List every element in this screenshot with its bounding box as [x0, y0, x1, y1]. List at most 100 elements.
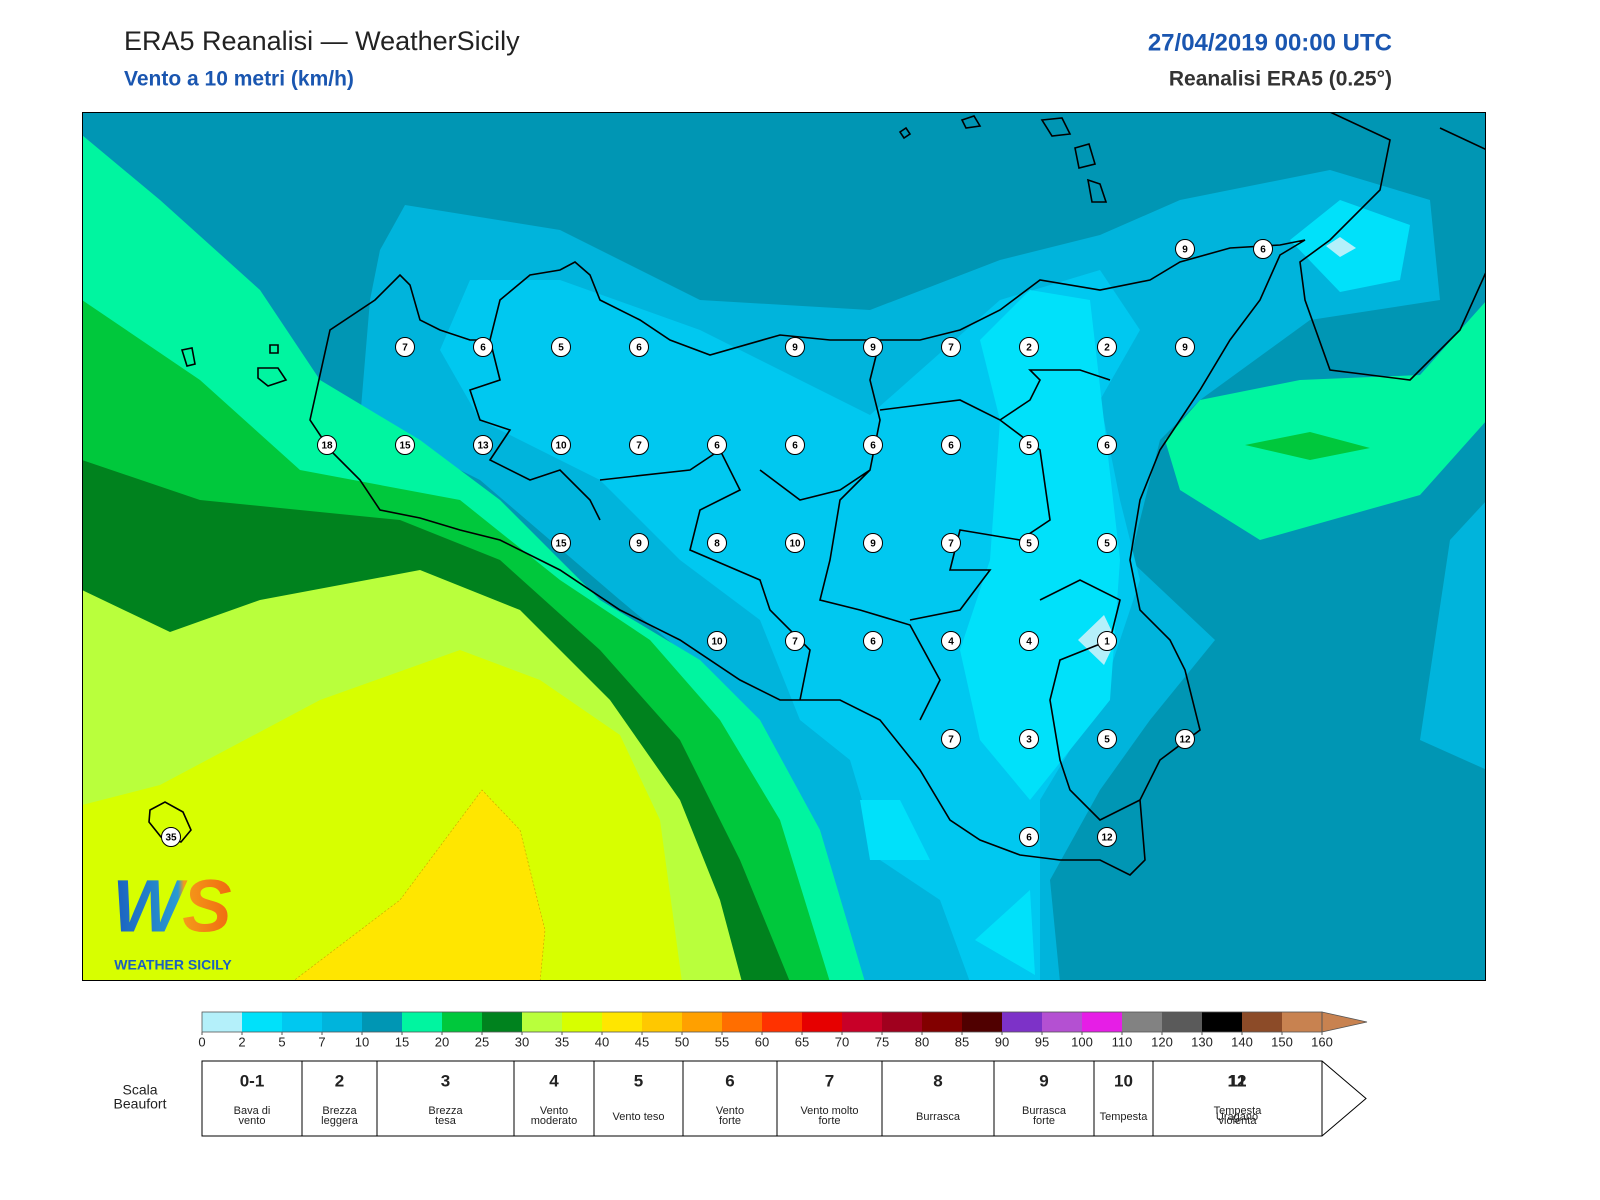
wind-marker: [707, 631, 727, 651]
wind-value: 5: [1104, 735, 1110, 746]
island: [148, 115, 1108, 843]
colorbar-label: 60: [755, 1034, 769, 1049]
colorbar-label: 120: [1151, 1034, 1173, 1049]
beaufort-description: tesa: [435, 1115, 457, 1127]
beaufort-description: Brezza: [428, 1105, 463, 1117]
wind-value: 12: [1101, 833, 1113, 844]
colorbar-bin: [882, 1012, 922, 1032]
beaufort-description: Burrasca: [916, 1111, 961, 1123]
beaufort-description: violenta: [1219, 1115, 1258, 1127]
colorbar-label: 95: [1035, 1034, 1049, 1049]
wind-value: 9: [636, 539, 642, 550]
colorbar-bin: [202, 1012, 242, 1032]
wind-value: 6: [870, 441, 876, 452]
wind-value: 13: [477, 441, 489, 452]
wind-marker: [1175, 729, 1195, 749]
wind-value: 6: [1026, 833, 1032, 844]
wind-value: 7: [948, 735, 954, 746]
field: [1078, 615, 1116, 665]
colorbar-label: 2: [238, 1034, 245, 1049]
colorbar-bin: [1242, 1012, 1282, 1032]
wind-value: 3: [1026, 735, 1032, 746]
field: [975, 890, 1035, 975]
beaufort-description: Tempesta: [1100, 1111, 1149, 1123]
beaufort-description: Uragano: [1216, 1111, 1258, 1123]
beaufort-description: Vento teso: [613, 1111, 665, 1123]
wind-value: 8: [714, 539, 720, 550]
wind-marker: [785, 533, 805, 553]
colorbar-label: 160: [1311, 1034, 1333, 1049]
wind-marker: [629, 435, 649, 455]
wind-value: 10: [555, 441, 567, 452]
logo-mark: WS: [112, 865, 231, 948]
beaufort-description: forte: [1033, 1115, 1055, 1127]
wind-marker: [941, 533, 961, 553]
beaufort-description: Tempesta: [1214, 1105, 1263, 1117]
wind-marker: [941, 729, 961, 749]
beaufort-description: forte: [719, 1115, 741, 1127]
field: [1420, 501, 1486, 770]
wind-marker: [863, 533, 883, 553]
colorbar-label: 0: [198, 1034, 205, 1049]
wind-value: 5: [1026, 539, 1032, 550]
field: [1326, 237, 1356, 257]
wind-marker: [1097, 729, 1117, 749]
wind-marker: [863, 631, 883, 651]
colorbar-bin: [242, 1012, 282, 1032]
beaufort-description: leggera: [321, 1115, 359, 1127]
colorbar-label: 80: [915, 1034, 929, 1049]
beaufort-description: forte: [818, 1115, 840, 1127]
wind-marker: [863, 337, 883, 357]
wind-value: 6: [1260, 245, 1266, 256]
wind-marker: [1019, 337, 1039, 357]
colorbar-label: 15: [395, 1034, 409, 1049]
colorbar-label: 25: [475, 1034, 489, 1049]
wind-value: 6: [1104, 441, 1110, 452]
colorbar-bin: [522, 1012, 562, 1032]
wind-marker: [473, 337, 493, 357]
colorbar-bin: [1002, 1012, 1042, 1032]
colorbar-bin: [602, 1012, 642, 1032]
colorbar-bin: [722, 1012, 762, 1032]
beaufort-description: vento: [239, 1115, 266, 1127]
subtitle: Vento a 10 metri (km/h): [124, 68, 354, 91]
wind-value: 6: [636, 343, 642, 354]
wind-marker: [863, 435, 883, 455]
beaufort-force: 0-1: [240, 1071, 265, 1090]
wind-value: 1: [1104, 637, 1110, 648]
wind-marker: [941, 435, 961, 455]
wind-marker: [395, 435, 415, 455]
beaufort-description: Vento: [540, 1105, 568, 1117]
colorbar-bin: [1042, 1012, 1082, 1032]
coastline: [309, 239, 1306, 876]
beaufort-force: 8: [933, 1071, 942, 1090]
wind-value: 9: [792, 343, 798, 354]
map: [82, 112, 1486, 981]
colorbar-bin: [802, 1012, 842, 1032]
field: [1165, 301, 1486, 540]
colorbar-label: 110: [1112, 1034, 1133, 1049]
colorbar-bin: [442, 1012, 482, 1032]
wind-value: 9: [870, 539, 876, 550]
colorbar-bin: [1082, 1012, 1122, 1032]
wind-marker: [1097, 337, 1117, 357]
wind-marker: [473, 435, 493, 455]
colorbar-label: 100: [1071, 1034, 1093, 1049]
wind-value: 35: [165, 833, 177, 844]
colorbar-label: 50: [675, 1034, 689, 1049]
wind-marker: [707, 435, 727, 455]
wind-value: 6: [948, 441, 954, 452]
colorbar-bin: [922, 1012, 962, 1032]
beaufort-description: Brezza: [322, 1105, 357, 1117]
border: [468, 339, 1141, 821]
wind-value: 9: [870, 343, 876, 354]
wind-marker: [707, 533, 727, 553]
beaufort-force: 6: [725, 1071, 734, 1090]
colorbar-label: 30: [515, 1034, 529, 1049]
colorbar-bin: [842, 1012, 882, 1032]
field: [960, 290, 1120, 800]
wind-value: 5: [558, 343, 564, 354]
wind-marker: [629, 337, 649, 357]
beaufort-description: Burrasca: [1022, 1105, 1067, 1117]
